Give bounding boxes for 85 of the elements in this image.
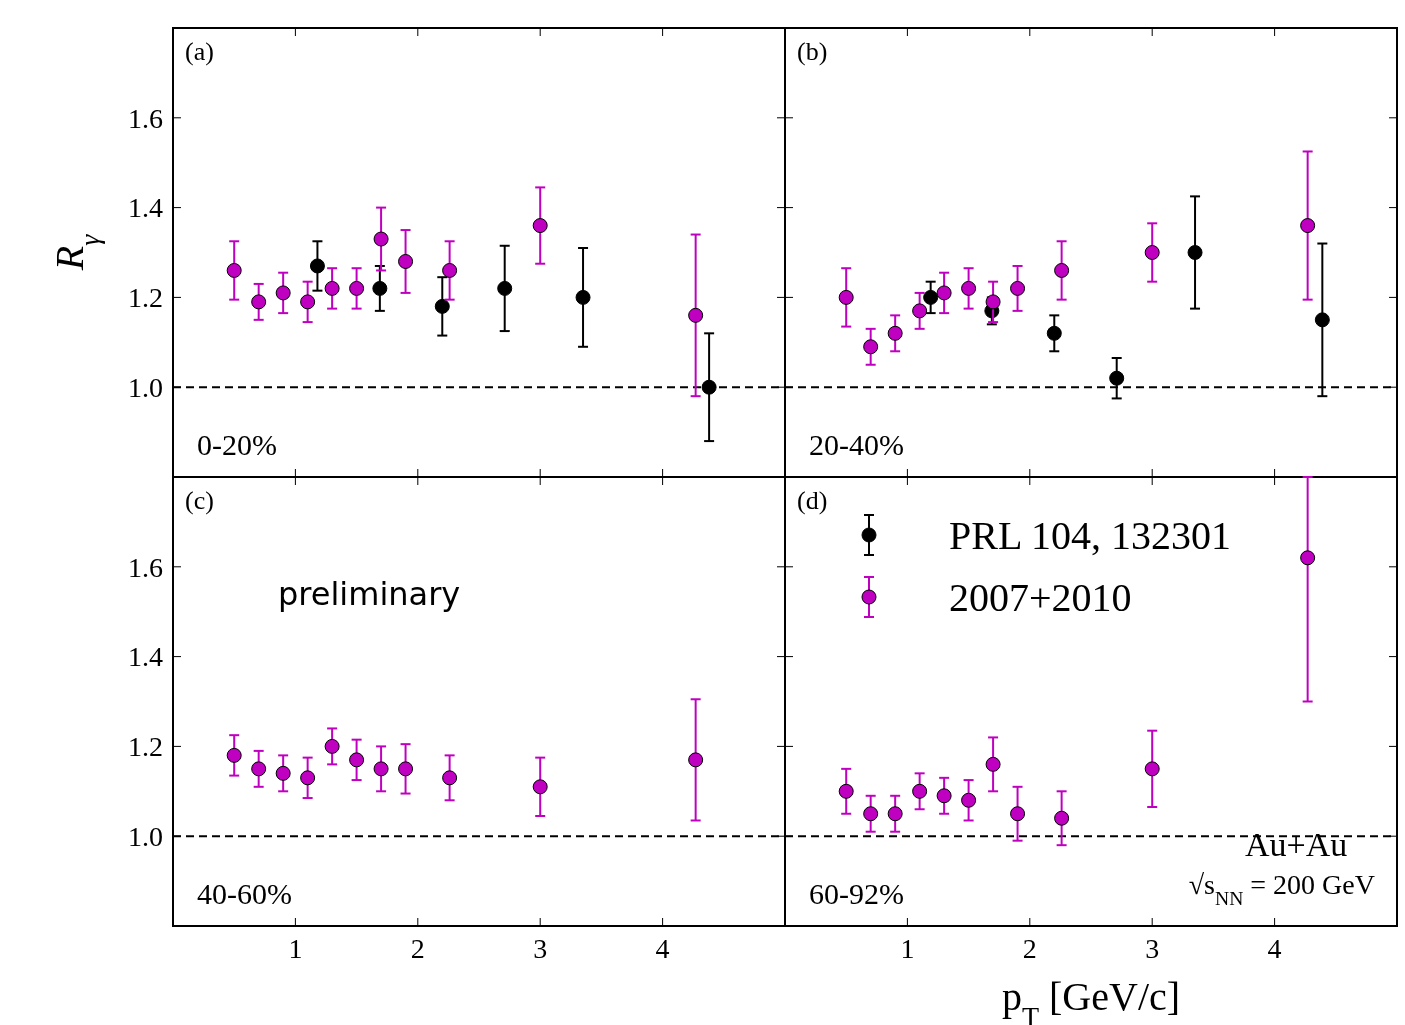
chart-title: (b) (797, 37, 828, 66)
point (434, 298, 450, 314)
x-tick-label: 4 (1267, 933, 1282, 964)
point (961, 792, 977, 808)
point (936, 788, 952, 804)
point (532, 779, 548, 795)
y-tick-label: 1.2 (128, 731, 163, 763)
point (275, 765, 291, 781)
point (961, 280, 977, 296)
point (688, 752, 704, 768)
x-tick-label: 2 (410, 933, 425, 964)
point (912, 783, 928, 799)
point (923, 289, 939, 305)
point (1314, 312, 1330, 328)
annotation: 60-92% (809, 877, 904, 910)
y-tick-label: 1.4 (128, 641, 163, 673)
point (251, 761, 267, 777)
chart-title: (c) (185, 486, 214, 515)
point (442, 770, 458, 786)
point (863, 806, 879, 822)
x-tick-label: 3 (1145, 933, 1160, 964)
point (887, 806, 903, 822)
point (1144, 245, 1160, 260)
point (442, 262, 458, 278)
point (349, 280, 365, 296)
point (1046, 325, 1062, 341)
point (838, 289, 854, 305)
point (863, 339, 879, 355)
annotation: 0-20% (197, 428, 277, 461)
point (497, 280, 513, 296)
point (300, 770, 316, 786)
annotation: √s$_{NN}$ = 200 GeV (1188, 869, 1375, 909)
point (1010, 806, 1026, 822)
chart-title: (d) (797, 486, 828, 515)
point (1010, 280, 1026, 296)
point (226, 262, 242, 278)
x-tick-label: 2 (1022, 933, 1037, 964)
y-tick-label: 1.2 (128, 282, 163, 314)
point (1144, 761, 1160, 777)
point (349, 752, 365, 768)
point (1109, 370, 1125, 386)
y-tick-label: 1.6 (128, 102, 163, 134)
point (936, 285, 952, 301)
y-tick-label: 1.0 (128, 372, 163, 403)
point (372, 280, 388, 296)
y-tick-label: 1.6 (128, 551, 163, 583)
x-tick-label: 4 (655, 933, 670, 964)
point (1187, 245, 1203, 260)
x-tick-label: 3 (533, 933, 548, 964)
point (275, 285, 291, 301)
x-axis-title: p$_{T}$ [GeV/c] (1001, 974, 1181, 1025)
point (1300, 218, 1316, 234)
point (1054, 810, 1070, 826)
point (324, 280, 340, 296)
point (398, 761, 414, 777)
point (1300, 550, 1316, 566)
x-tick-label: 1 (900, 933, 915, 964)
point (532, 218, 548, 234)
y-tick-label: 1.0 (128, 821, 163, 852)
annotation: 40-60% (197, 877, 292, 910)
point (373, 761, 389, 777)
point (1054, 262, 1070, 278)
point (309, 258, 325, 274)
point (324, 738, 340, 754)
annotation: Au+Au (1245, 826, 1348, 863)
chart-title: (a) (185, 37, 214, 66)
point (985, 294, 1001, 310)
legend-label: 2007+2010 (949, 575, 1132, 620)
point (688, 307, 704, 323)
point (575, 289, 591, 305)
point (300, 294, 316, 310)
point (985, 756, 1001, 772)
point (373, 231, 389, 247)
point (226, 747, 242, 763)
point (251, 294, 267, 310)
x-tick-label: 1 (288, 933, 303, 964)
point (887, 325, 903, 341)
point (701, 379, 717, 395)
point (398, 253, 414, 269)
legend-label: PRL 104, 132301 (949, 513, 1231, 558)
annotation: preliminary (278, 575, 461, 613)
point (838, 783, 854, 799)
y-tick-label: 1.4 (128, 192, 163, 224)
point (912, 303, 928, 319)
annotation: 20-40% (809, 428, 904, 461)
